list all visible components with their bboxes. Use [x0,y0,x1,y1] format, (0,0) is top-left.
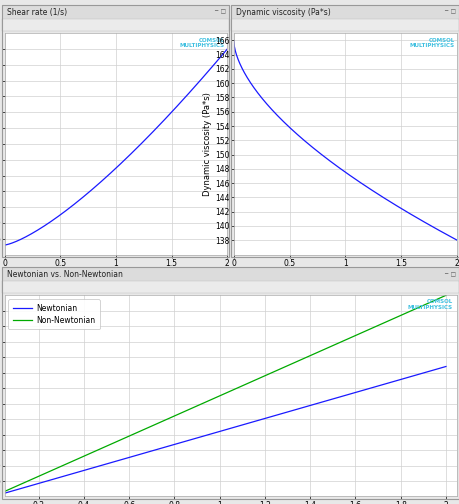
Text: COMSOL
MULTIPHYSICS: COMSOL MULTIPHYSICS [179,38,224,48]
Y-axis label: Dynamic viscosity (Pa*s): Dynamic viscosity (Pa*s) [203,92,212,196]
Non-Newtonian [442,292,448,298]
Newtonian [146,449,151,455]
Non-Newtonian [55,465,60,471]
Text: Shear rate (1/s): Shear rate (1/s) [7,8,67,17]
Newtonian [322,398,327,404]
X-axis label: p_in (Pa): p_in (Pa) [97,271,134,279]
Text: Newtonian vs. Non-Newtonian: Newtonian vs. Non-Newtonian [7,270,123,279]
Newtonian [2,490,7,496]
Text: ─  □: ─ □ [443,272,455,277]
Text: ─  □: ─ □ [214,10,226,15]
Text: COMSOL
MULTIPHYSICS: COMSOL MULTIPHYSICS [407,299,452,310]
Newtonian [55,475,60,481]
Non-Newtonian [322,346,327,352]
Non-Newtonian [146,424,151,430]
Text: Dynamic viscosity (Pa*s): Dynamic viscosity (Pa*s) [235,8,330,17]
Text: ─  □: ─ □ [443,10,455,15]
Newtonian [176,440,182,446]
Newtonian [279,410,285,416]
Non-Newtonian [176,411,182,417]
Text: COMSOL
MULTIPHYSICS: COMSOL MULTIPHYSICS [409,38,454,48]
Text: $\times 10^5$: $\times 10^5$ [435,283,456,296]
Legend: Newtonian, Non-Newtonian: Newtonian, Non-Newtonian [8,299,100,330]
Newtonian [442,363,448,369]
Non-Newtonian [319,347,325,353]
Non-Newtonian [2,488,7,494]
Text: $\times 10^5$: $\times 10^5$ [206,283,227,296]
Line: Non-Newtonian: Non-Newtonian [5,295,445,491]
Line: Newtonian: Newtonian [5,366,445,493]
Non-Newtonian [279,365,285,371]
Newtonian [319,399,325,405]
Text: $\times 10^{-5}$: $\times 10^{-5}$ [2,281,28,293]
X-axis label: p_in (Pa): p_in (Pa) [326,271,363,279]
